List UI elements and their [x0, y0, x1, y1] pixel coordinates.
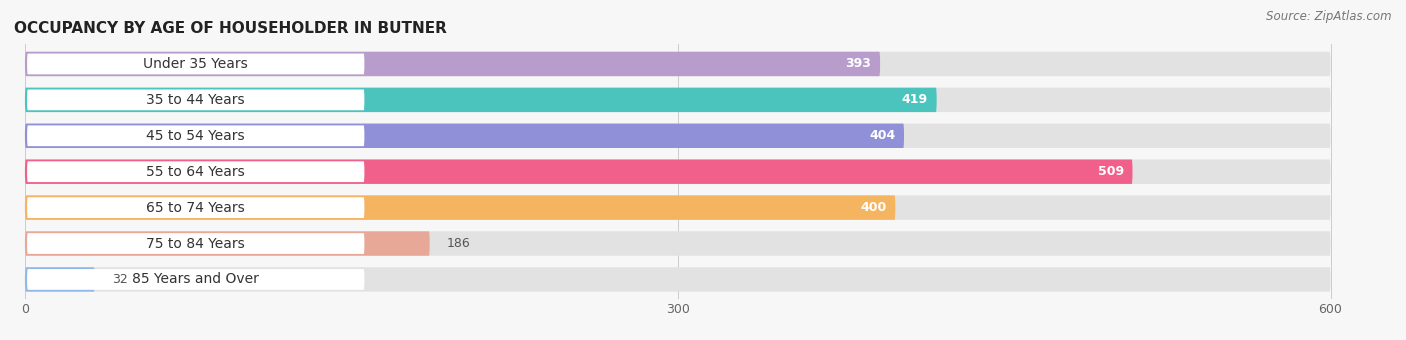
Text: 45 to 54 Years: 45 to 54 Years — [146, 129, 245, 143]
FancyBboxPatch shape — [25, 123, 904, 148]
Text: 32: 32 — [112, 273, 128, 286]
Text: 55 to 64 Years: 55 to 64 Years — [146, 165, 245, 179]
FancyBboxPatch shape — [25, 52, 880, 76]
FancyBboxPatch shape — [25, 123, 1330, 148]
Text: 419: 419 — [901, 94, 928, 106]
FancyBboxPatch shape — [27, 161, 364, 182]
Text: 404: 404 — [869, 129, 896, 142]
FancyBboxPatch shape — [25, 52, 1330, 76]
FancyBboxPatch shape — [25, 267, 94, 292]
Text: Under 35 Years: Under 35 Years — [143, 57, 247, 71]
FancyBboxPatch shape — [25, 159, 1330, 184]
FancyBboxPatch shape — [27, 89, 364, 110]
FancyBboxPatch shape — [27, 125, 364, 146]
Text: 393: 393 — [845, 57, 872, 70]
Text: Source: ZipAtlas.com: Source: ZipAtlas.com — [1267, 10, 1392, 23]
Text: 65 to 74 Years: 65 to 74 Years — [146, 201, 245, 215]
Text: 35 to 44 Years: 35 to 44 Years — [146, 93, 245, 107]
Text: 186: 186 — [447, 237, 471, 250]
Text: 85 Years and Over: 85 Years and Over — [132, 272, 259, 286]
Text: 509: 509 — [1098, 165, 1123, 178]
FancyBboxPatch shape — [25, 195, 896, 220]
Text: 75 to 84 Years: 75 to 84 Years — [146, 237, 245, 251]
FancyBboxPatch shape — [25, 159, 1132, 184]
FancyBboxPatch shape — [25, 231, 430, 256]
FancyBboxPatch shape — [27, 233, 364, 254]
FancyBboxPatch shape — [27, 269, 364, 290]
FancyBboxPatch shape — [25, 231, 1330, 256]
FancyBboxPatch shape — [27, 197, 364, 218]
FancyBboxPatch shape — [25, 195, 1330, 220]
FancyBboxPatch shape — [25, 267, 1330, 292]
FancyBboxPatch shape — [25, 88, 1330, 112]
FancyBboxPatch shape — [27, 54, 364, 74]
Text: 400: 400 — [860, 201, 887, 214]
Text: OCCUPANCY BY AGE OF HOUSEHOLDER IN BUTNER: OCCUPANCY BY AGE OF HOUSEHOLDER IN BUTNE… — [14, 21, 447, 36]
FancyBboxPatch shape — [25, 88, 936, 112]
